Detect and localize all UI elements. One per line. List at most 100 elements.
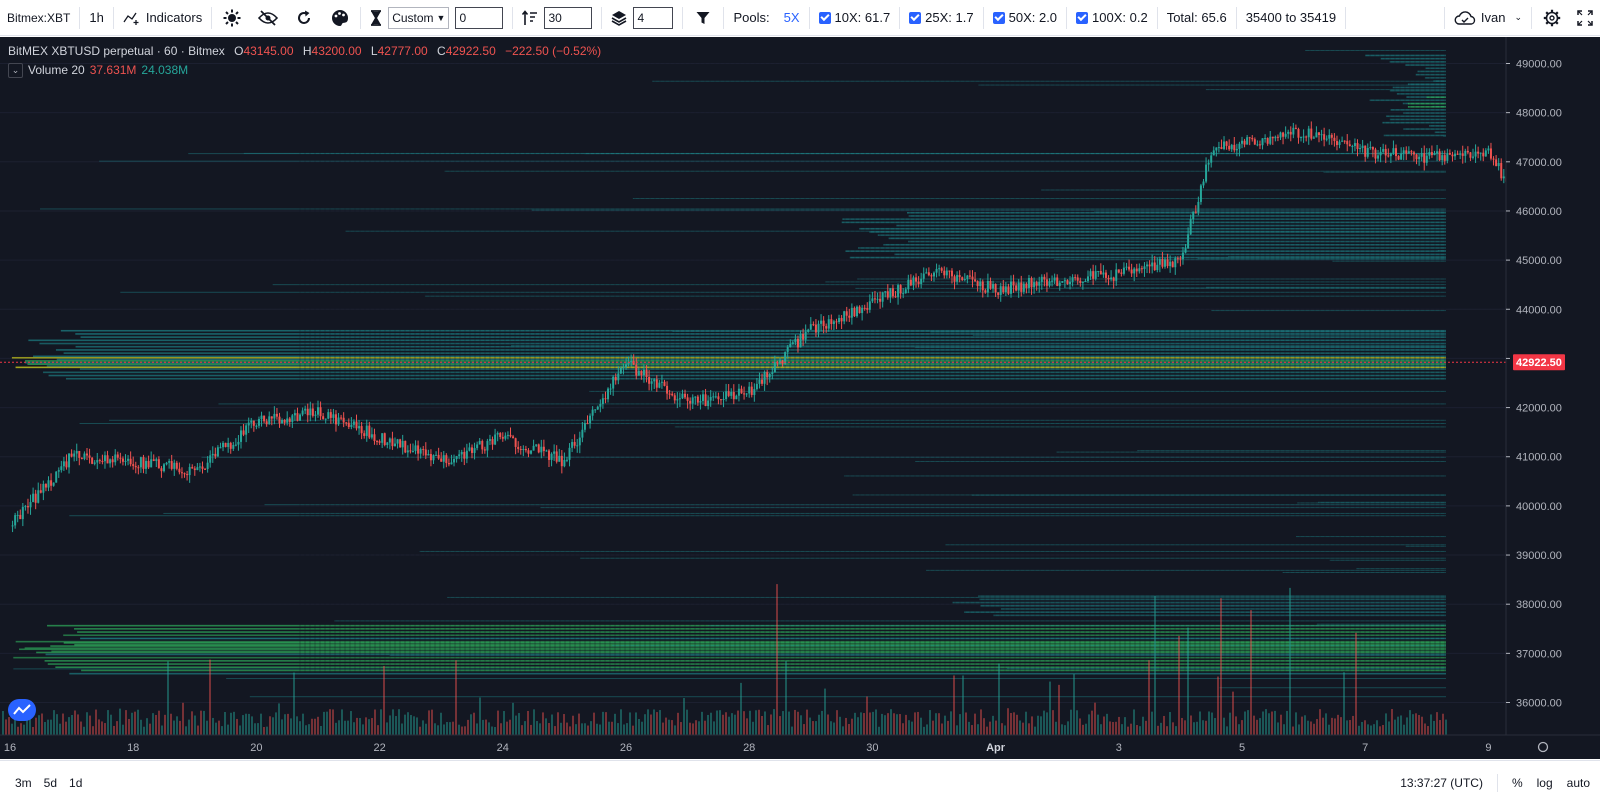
candle-body [1377, 155, 1380, 159]
mode-select[interactable]: Custom ▼ [388, 6, 450, 29]
symbol-button[interactable]: Bitmex:XBT [0, 0, 77, 36]
range-button-5d[interactable]: 5d [43, 775, 58, 790]
candle-body [201, 466, 204, 469]
candle-body [881, 292, 884, 302]
candle-body [347, 422, 350, 428]
candle-body [1235, 148, 1238, 151]
candle-body [743, 393, 746, 395]
volume-bar [1058, 684, 1060, 735]
candle-body [1335, 141, 1338, 146]
candle-body [1187, 234, 1190, 249]
candle-body [1433, 153, 1436, 156]
candle-body [394, 443, 396, 447]
volume-bar [548, 723, 550, 735]
volume-bar [335, 722, 337, 735]
depth-input[interactable] [544, 6, 593, 29]
mode-select-value: Custom [392, 10, 434, 25]
candle-body [1300, 136, 1303, 138]
hide-button[interactable] [250, 0, 286, 36]
percent-toggle[interactable]: % [1511, 776, 1523, 790]
candle-body [1392, 148, 1395, 154]
candle-body [1097, 270, 1100, 272]
heatmap-level [1403, 128, 1446, 130]
auto-toggle[interactable]: auto [1566, 776, 1590, 790]
heatmap-line [1056, 451, 1446, 453]
volume-bar [1034, 726, 1036, 735]
candle-body [296, 413, 299, 421]
volume-bar [149, 723, 151, 735]
candle-body [1497, 162, 1500, 167]
candle-body [363, 433, 366, 436]
volume-bar [458, 724, 460, 735]
candle-body [491, 439, 494, 445]
volume-bar [911, 721, 913, 735]
candle-body [1341, 140, 1344, 142]
candle-body [863, 307, 866, 309]
range-button-3m[interactable]: 3m [15, 775, 32, 790]
candle-body [173, 462, 176, 469]
palette-button[interactable] [322, 0, 358, 36]
collapse-chevron-icon[interactable]: ⌄ [8, 62, 23, 78]
candle-body [483, 449, 486, 451]
refresh-button[interactable] [286, 0, 322, 36]
pool-10x-checkbox[interactable]: 10X: 61.7 [812, 0, 898, 36]
volume-value-1: 37.631M [89, 63, 137, 77]
volume-bar [647, 709, 649, 735]
volume-bar [560, 722, 562, 735]
candle-body [455, 456, 458, 459]
volume-bar [836, 710, 838, 735]
volume-bar [107, 710, 109, 735]
chart-area[interactable]: 36000.00 37000.00 38000.00 39000.00 40000.00… [0, 37, 1600, 759]
candle-body [224, 442, 227, 447]
range-button-1d[interactable]: 1d [69, 775, 83, 790]
volume-bar [1076, 710, 1078, 735]
pool-50x-checkbox[interactable]: 50X: 2.0 [986, 0, 1064, 36]
fullscreen-button[interactable] [1570, 0, 1600, 36]
candle-body [974, 279, 977, 282]
heatmap-line [584, 153, 1446, 155]
settings-button[interactable] [1534, 0, 1570, 36]
candle-body [963, 279, 966, 281]
filter-button[interactable] [685, 0, 721, 36]
volume-bar [425, 723, 427, 735]
candle-body [560, 455, 563, 467]
candle-body [660, 381, 663, 383]
log-toggle[interactable]: log [1536, 776, 1553, 790]
candle-body [666, 385, 669, 394]
volume-bar [416, 717, 418, 735]
user-menu-button[interactable]: Ivan ⌄ [1447, 0, 1529, 36]
palette-icon [332, 9, 349, 26]
volume-bar [827, 714, 829, 735]
candle-body [1122, 267, 1125, 274]
candle-body [940, 268, 943, 271]
candle-body [1184, 248, 1187, 253]
volume-bar [56, 714, 58, 735]
volume-bar [137, 709, 139, 735]
price-chart[interactable]: 36000.00 37000.00 38000.00 39000.00 40000.00… [0, 37, 1600, 759]
volume-bar [899, 714, 901, 735]
volume-bar [1415, 713, 1417, 735]
pool-100x-checkbox[interactable]: 100X: 0.2 [1069, 0, 1155, 36]
interval-button[interactable]: 1h [82, 0, 110, 36]
volume-bar [1166, 726, 1168, 735]
volume-bar [1214, 718, 1216, 735]
pool-25x-checkbox[interactable]: 25X: 1.7 [902, 0, 980, 36]
settings-sun-button[interactable] [214, 0, 250, 36]
volume-bar [698, 721, 700, 735]
heatmap-level [1389, 89, 1446, 92]
indicators-button[interactable]: Indicators [116, 0, 209, 36]
volume-bar [641, 721, 643, 735]
volume-bar [800, 715, 802, 735]
range-start-input[interactable] [455, 6, 504, 29]
volume-bar [293, 672, 295, 735]
tradingview-logo[interactable] [8, 699, 36, 721]
pool-5x-button[interactable]: 5X [783, 10, 800, 25]
candle-body [1469, 152, 1472, 158]
candle-body [1282, 132, 1285, 137]
volume-bar [1046, 712, 1048, 735]
heatmap-level [19, 648, 1447, 651]
candle-body [976, 281, 979, 287]
layers-input[interactable] [633, 6, 674, 29]
candle-body [568, 447, 571, 460]
legend-high-value: 43200.00 [311, 44, 362, 58]
